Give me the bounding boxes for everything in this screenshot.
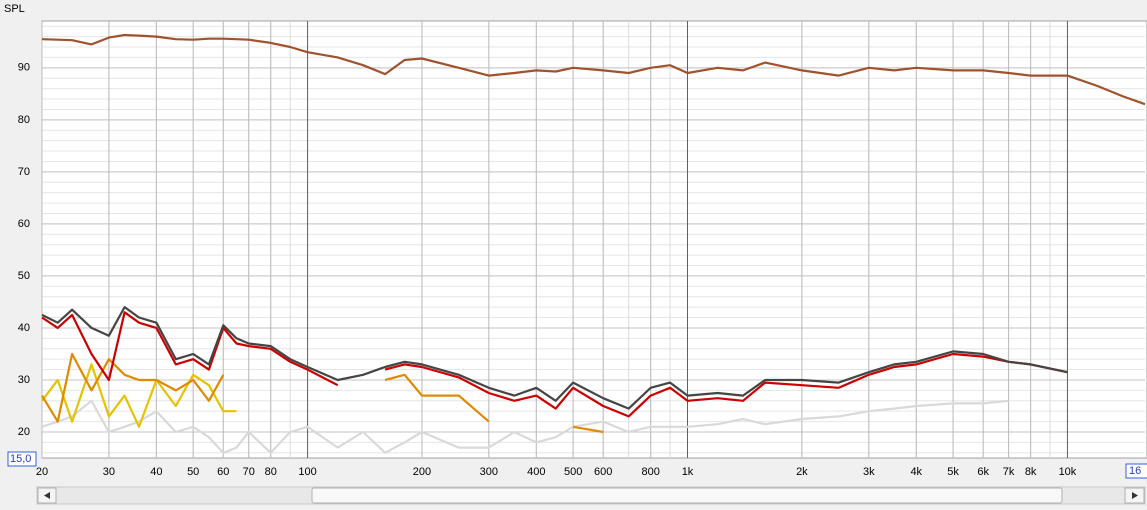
- x-tick-label: 600: [594, 466, 612, 478]
- y-tick-label: 40: [18, 322, 30, 334]
- x-tick-label: 40: [150, 466, 162, 478]
- labels: 20 30 40 50 60 70 80 90 20 30 40 50 60 70 80 100 200 300 4…: [18, 62, 1077, 478]
- series-line: [41, 311, 1068, 418]
- y-tick-label: 20: [18, 426, 30, 438]
- y-axis-label: SPL: [4, 3, 25, 15]
- scroll-left-arrow: [44, 492, 50, 499]
- x-tick-label: 200: [413, 466, 431, 478]
- x-tick-label: 80: [265, 466, 277, 478]
- scroll-right-arrow: [1132, 492, 1138, 499]
- x-tick-label: 6k: [977, 466, 989, 478]
- y-tick-label: 90: [18, 62, 30, 74]
- x-tick-label: 7k: [1003, 466, 1015, 478]
- y-tick-label: 60: [18, 218, 30, 230]
- x-tick-label: 800: [642, 466, 660, 478]
- x-tick-label: 30: [103, 466, 115, 478]
- x-tick-label: 8k: [1025, 466, 1037, 478]
- x-tick-label: 400: [527, 466, 545, 478]
- lines: [41, 33, 1146, 454]
- series-line: [41, 399, 1009, 454]
- x-tick-label: 70: [243, 466, 255, 478]
- x-max-label: 16: [1129, 465, 1141, 477]
- x-tick-label: 300: [480, 466, 498, 478]
- x-tick-label: 2k: [796, 466, 808, 478]
- x-tick-label: 1k: [682, 466, 694, 478]
- x-tick-label: 500: [564, 466, 582, 478]
- y-tick-label: 70: [18, 166, 30, 178]
- scroll-thumb[interactable]: [311, 487, 1063, 504]
- x-max-box: [1125, 463, 1147, 479]
- x-tick-label: 3k: [863, 466, 875, 478]
- x-tick-label: 20: [36, 466, 48, 478]
- y-tick-label: 30: [18, 374, 30, 386]
- y-tick-label: 80: [18, 114, 30, 126]
- x-tick-label: 50: [187, 466, 199, 478]
- y-tick-label: 50: [18, 270, 30, 282]
- plot-area: [41, 20, 1147, 459]
- y-min-label: 15,0: [10, 453, 31, 465]
- y-min-box: [7, 451, 37, 467]
- series-line: [41, 306, 1068, 410]
- grid: [41, 21, 1145, 458]
- series-line: [41, 33, 1146, 106]
- x-tick-label: 4k: [910, 466, 922, 478]
- x-tick-label: 10k: [1059, 466, 1077, 478]
- x-tick-label: 100: [298, 466, 316, 478]
- x-tick-label: 60: [217, 466, 229, 478]
- x-tick-label: 5k: [947, 466, 959, 478]
